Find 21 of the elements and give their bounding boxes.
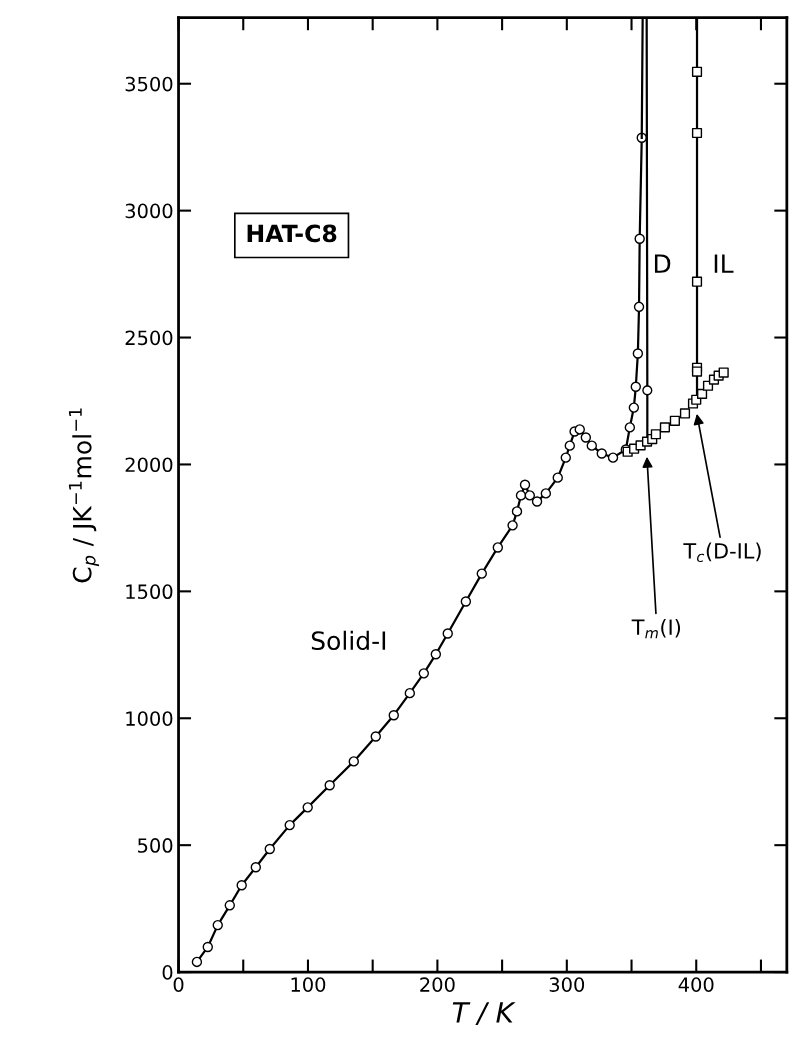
y-tick-label: 2000 (125, 457, 173, 473)
y-tick-label: 1000 (126, 711, 173, 726)
x-tick-label: 300 (549, 977, 585, 992)
annotation: HAT-C8 (247, 224, 337, 243)
y-tick-label: 2500 (125, 330, 173, 346)
x-tick-label: 400 (678, 977, 714, 992)
x-tick-label: 0 (173, 977, 184, 992)
annotation: T$_{m}$(I) (631, 618, 681, 639)
annotation: T$_{c}$(D-IL) (683, 542, 761, 563)
y-axis-title: C$_{p}$ / JK$^{−1}$mol$^{−1}$ (68, 408, 100, 583)
annotation: Solid-I (311, 630, 386, 651)
x-tick-label: 200 (420, 977, 455, 992)
x-axis-title: T / K (452, 1002, 516, 1025)
y-tick-label: 0 (162, 965, 173, 980)
y-tick-label: 1500 (126, 584, 173, 600)
annotation: D (654, 254, 671, 273)
annotation: IL (714, 254, 734, 273)
y-tick-label: 3500 (125, 76, 173, 92)
y-tick-label: 3000 (125, 203, 173, 219)
x-tick-label: 100 (291, 977, 326, 992)
y-tick-label: 500 (138, 838, 173, 853)
